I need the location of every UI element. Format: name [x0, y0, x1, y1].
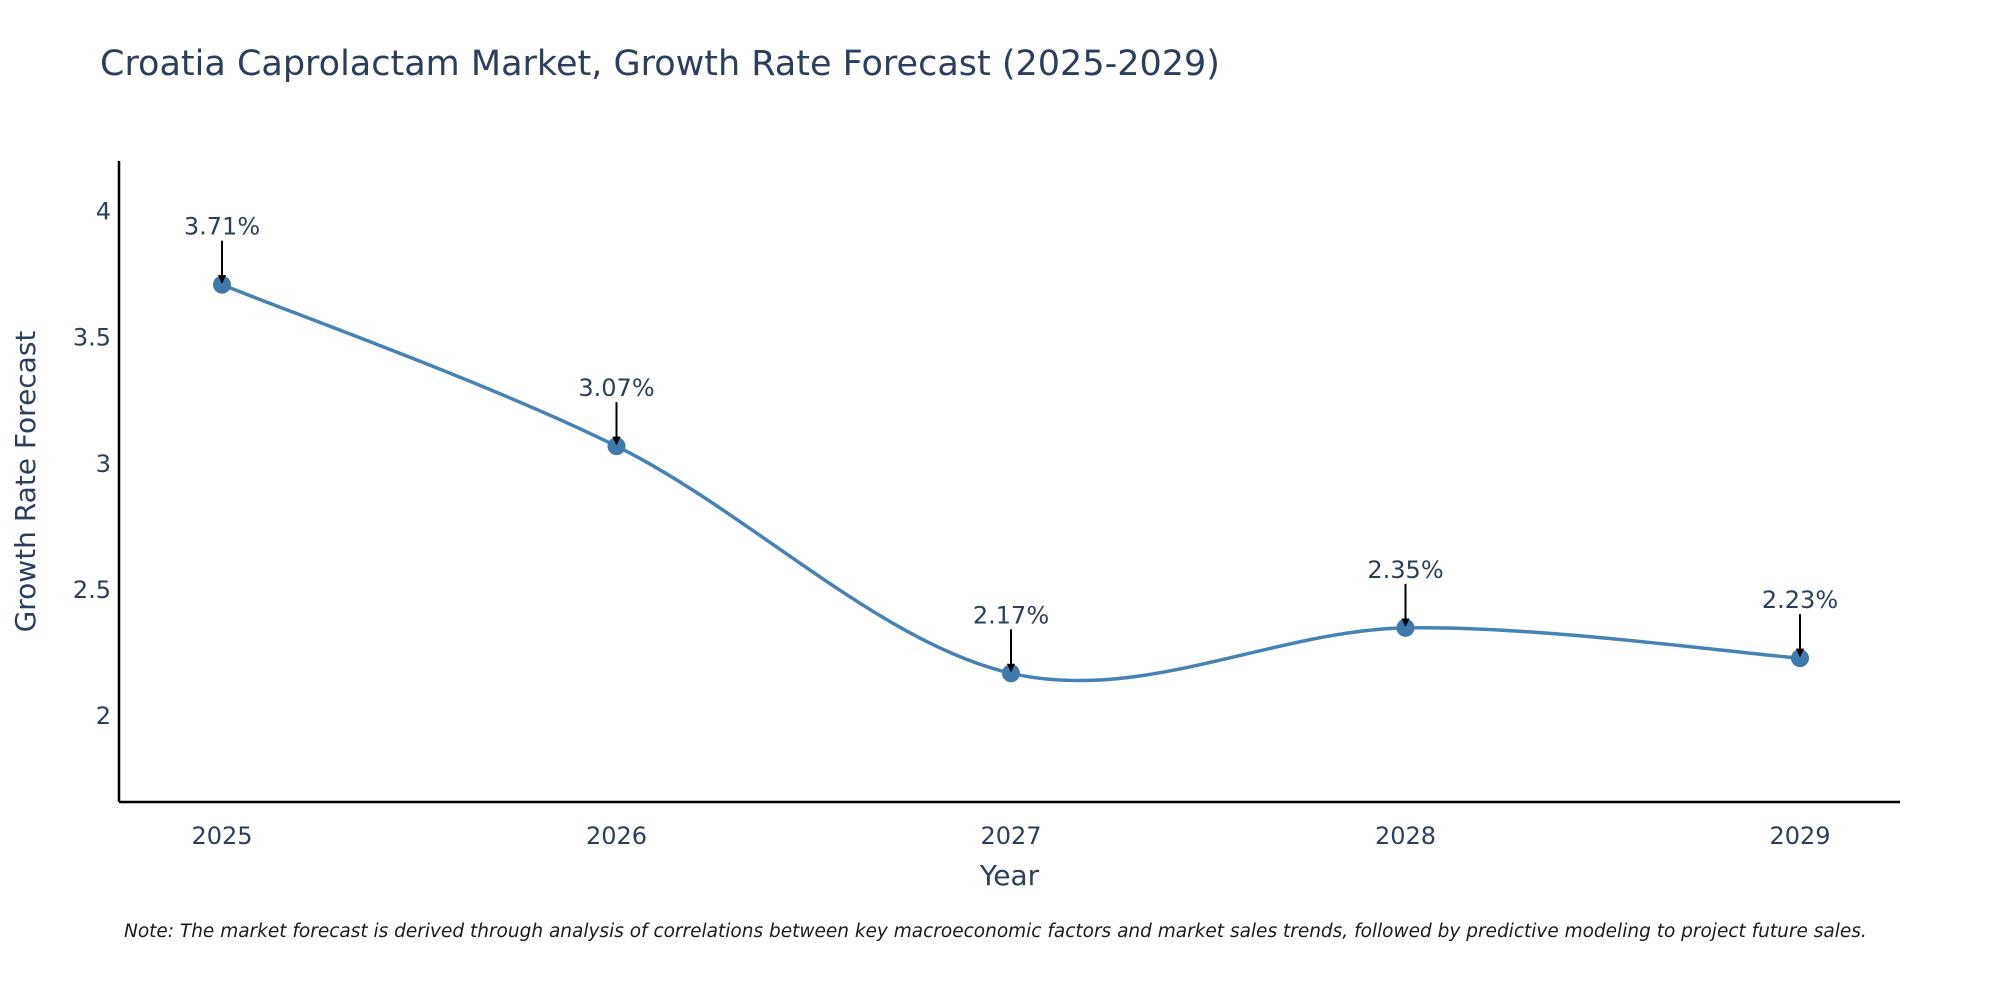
x-tick-label: 2027 — [980, 822, 1041, 850]
x-tick-label: 2028 — [1375, 822, 1436, 850]
footnote: Note: The market forecast is derived thr… — [124, 921, 1867, 942]
data-label: 3.07% — [578, 374, 654, 402]
data-label: 3.71% — [184, 213, 260, 241]
data-label: 2.35% — [1367, 556, 1443, 584]
y-axis-title: Growth Rate Forecast — [9, 331, 42, 633]
data-label: 2.23% — [1762, 586, 1838, 614]
x-tick-label: 2029 — [1769, 822, 1830, 850]
y-tick-label: 3.5 — [73, 324, 111, 352]
data-point-2027 — [1002, 664, 1020, 683]
data-point-2029 — [1791, 649, 1809, 668]
y-tick-label: 2 — [96, 702, 111, 730]
data-point-2028 — [1396, 618, 1415, 637]
y-tick-label: 4 — [96, 197, 111, 225]
x-axis-title: Year — [979, 859, 1040, 892]
y-tick-label: 2.5 — [73, 576, 111, 604]
x-tick-label: 2026 — [586, 822, 647, 850]
y-tick-label: 3 — [96, 450, 111, 478]
chart-title: Croatia Caprolactam Market, Growth Rate … — [100, 44, 1220, 84]
data-point-2025 — [213, 275, 231, 294]
x-tick-label: 2025 — [191, 822, 252, 850]
data-point-2026 — [607, 437, 626, 456]
data-label: 2.17% — [973, 601, 1049, 629]
